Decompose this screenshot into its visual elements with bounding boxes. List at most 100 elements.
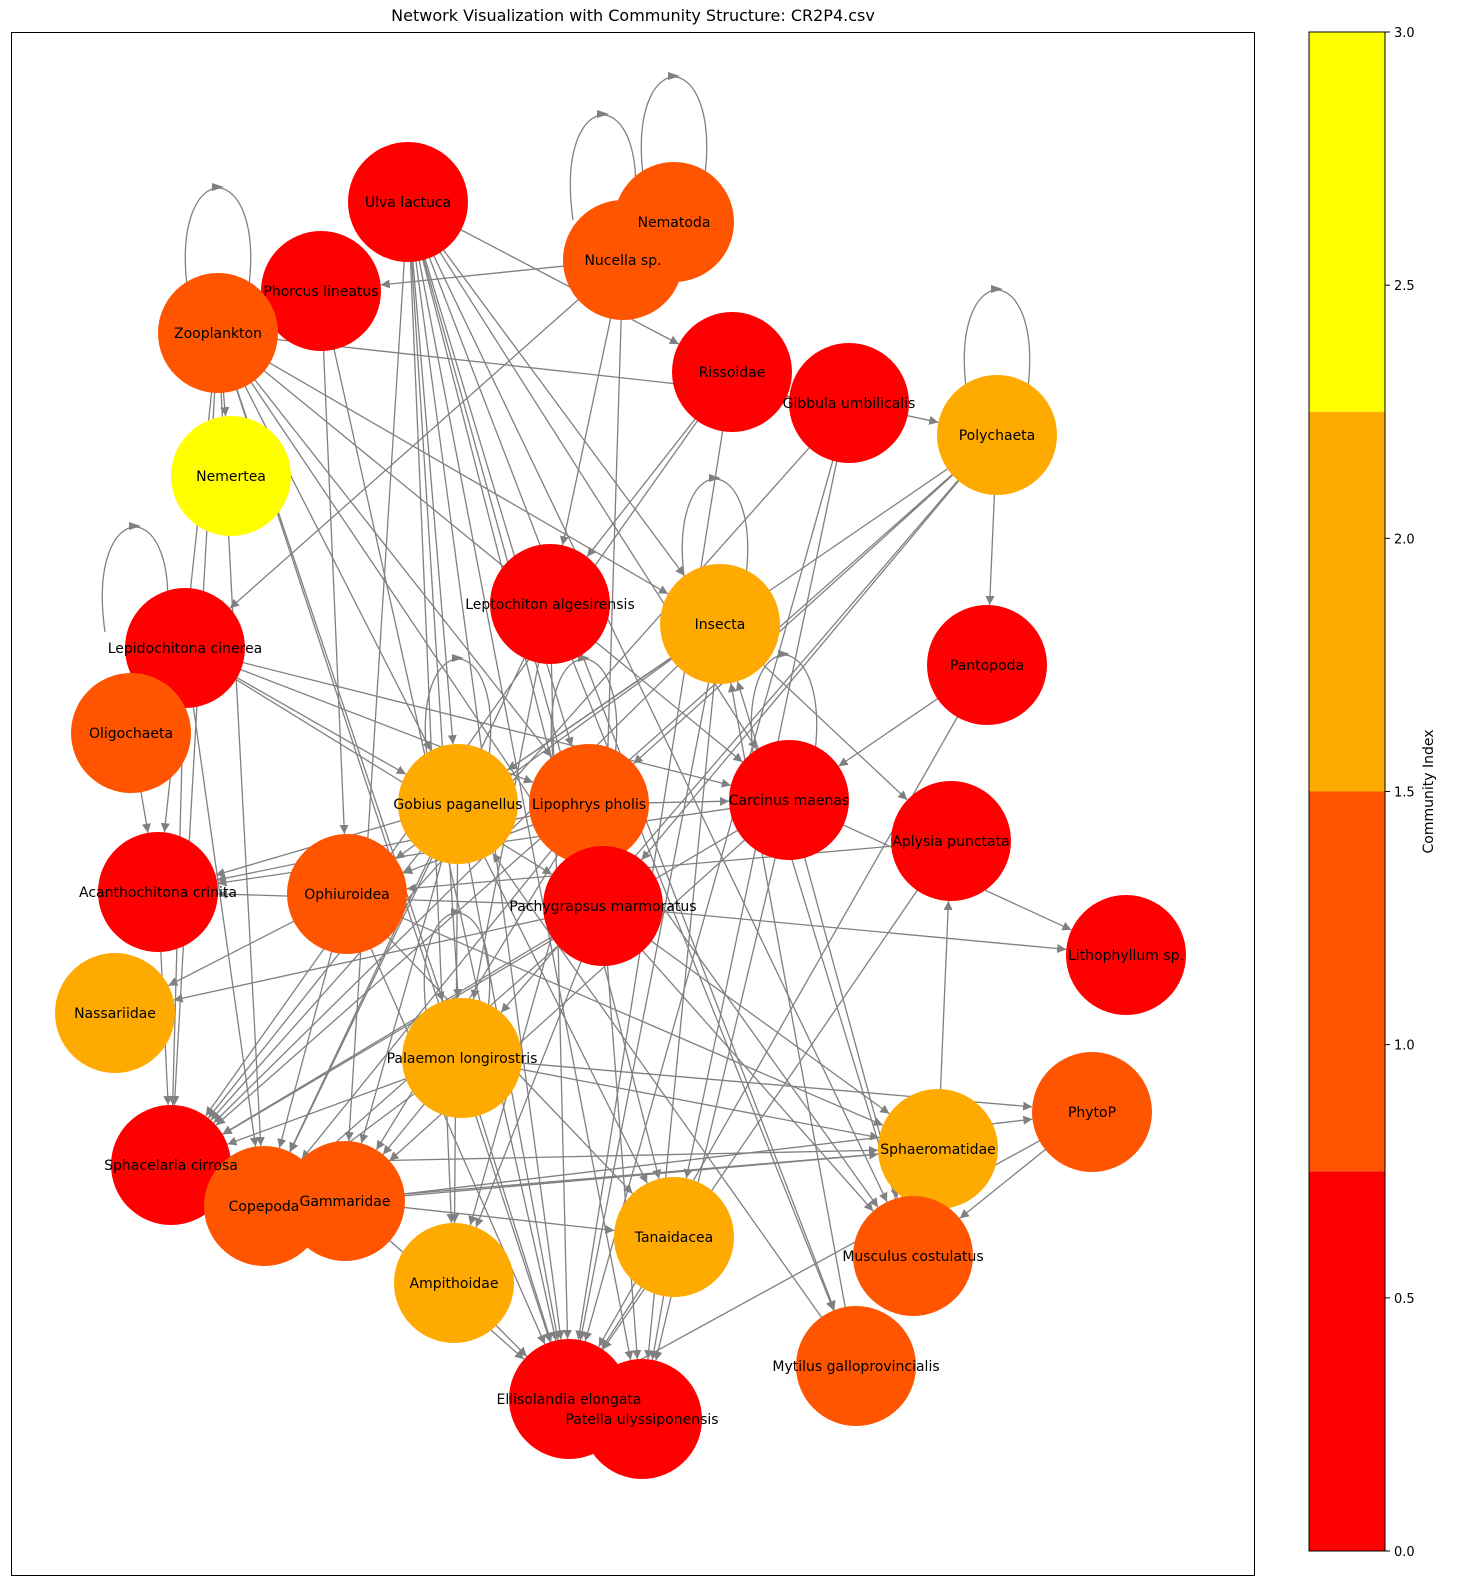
edge-gobius-paganellus-to-copepoda xyxy=(289,803,459,1153)
self-loop-arrow-lipophrys-pholis xyxy=(578,654,590,662)
colorbar-tick-label-0: 0.0 xyxy=(1394,1545,1415,1560)
self-loop-arrow-insecta xyxy=(709,474,721,482)
node-label-gammaridae: Gammaridae xyxy=(299,1194,390,1210)
node-mytilus-galloprovincialis[interactable] xyxy=(796,1306,916,1426)
colorbar-tick-label-6: 3.0 xyxy=(1394,26,1415,41)
node-lithophyllum-sp[interactable] xyxy=(1066,895,1186,1015)
self-loop-arrow-polychaeta xyxy=(991,285,1003,293)
node-label-tanaidacea: Tanaidacea xyxy=(634,1230,714,1246)
node-lipophrys-pholis[interactable] xyxy=(529,744,649,864)
self-loop-arrow-nucella-sp xyxy=(597,110,609,118)
node-label-gobius-paganellus: Gobius paganellus xyxy=(393,797,522,813)
node-pachygrapsus-marmoratus[interactable] xyxy=(543,846,663,966)
node-sphaeromatidae[interactable] xyxy=(878,1089,998,1209)
node-label-aplysia-punctata: Aplysia punctata xyxy=(892,834,1009,850)
node-label-rissoidae: Rissoidae xyxy=(699,365,766,381)
node-tanaidacea[interactable] xyxy=(614,1177,734,1297)
node-leptochiton-algesirensis[interactable] xyxy=(490,544,610,664)
node-label-musculus-costulatus: Musculus costulatus xyxy=(842,1249,983,1265)
node-gammaridae[interactable] xyxy=(285,1141,405,1261)
self-loop-arrow-nematoda xyxy=(668,72,680,80)
edge-zooplankton-to-gobius-paganellus xyxy=(217,332,432,751)
node-phorcus-lineatus[interactable] xyxy=(261,231,381,351)
colorbar-tick-label-3: 1.5 xyxy=(1394,786,1415,801)
edge-lipophrys-pholis-to-gammaridae xyxy=(375,803,590,1151)
node-label-mytilus-galloprovincialis: Mytilus galloprovincialis xyxy=(772,1359,939,1375)
node-gobius-paganellus[interactable] xyxy=(398,744,518,864)
self-loop-arrow-zooplankton xyxy=(212,183,224,191)
node-label-leptochiton-algesirensis: Leptochiton algesirensis xyxy=(465,597,635,613)
node-nucella-sp[interactable] xyxy=(563,200,683,320)
node-zooplankton[interactable] xyxy=(158,273,278,393)
node-pantopoda[interactable] xyxy=(927,605,1047,725)
node-patella-ulyssiponensis[interactable] xyxy=(582,1359,702,1479)
node-label-sphacelaria-cirrosa: Sphacelaria cirrosa xyxy=(104,1158,238,1174)
node-acanthochitona-crinita[interactable] xyxy=(98,832,218,952)
colorbar-tick-label-2: 1.0 xyxy=(1394,1039,1415,1054)
edge-lepidochitona-cinerea-to-carcinus-maenas xyxy=(184,647,731,788)
colorbar: 0.0 0.5 1.0 1.5 2.0 2.5 3.0 Community Index xyxy=(1308,26,1437,1560)
node-label-palaemon-longirostris: Palaemon longirostris xyxy=(387,1051,538,1067)
node-musculus-costulatus[interactable] xyxy=(853,1196,973,1316)
node-palaemon-longirostris[interactable] xyxy=(402,998,522,1118)
node-label-ulva-lactuca: Ulva lactuca xyxy=(365,195,451,211)
node-label-lipophrys-pholis: Lipophrys pholis xyxy=(532,797,646,813)
edge-insecta-to-ellisolandia-elongata xyxy=(577,623,721,1341)
node-label-lithophyllum-sp: Lithophyllum sp. xyxy=(1068,948,1184,964)
edge-leptochiton-algesirensis-to-mytilus-galloprovincialis xyxy=(549,603,835,1311)
edge-pachygrapsus-marmoratus-to-sphacelaria-cirrosa xyxy=(222,905,604,1135)
node-nemertea[interactable] xyxy=(171,416,291,536)
node-label-oligochaeta: Oligochaeta xyxy=(89,726,173,742)
edge-pachygrapsus-marmoratus-to-musculus-costulatus xyxy=(602,905,874,1212)
node-label-phorcus-lineatus: Phorcus lineatus xyxy=(263,284,378,300)
edge-aplysia-punctata-to-ophiuroidea xyxy=(406,840,952,893)
edge-insecta-to-sphacelaria-cirrosa xyxy=(213,623,721,1124)
edge-pachygrapsus-marmoratus-to-lithophyllum-sp xyxy=(602,905,1067,954)
node-label-nemertea: Nemertea xyxy=(196,469,266,485)
node-ulva-lactuca[interactable] xyxy=(348,142,468,262)
node-label-patella-ulyssiponensis: Patella ulyssiponensis xyxy=(565,1412,718,1428)
plot-frame xyxy=(11,32,1255,1576)
labels-layer: Ulva lactuca Nematoda Nucella sp. Phorcus l… xyxy=(74,195,1184,1428)
node-lepidochitona-cinerea[interactable] xyxy=(125,588,245,708)
node-carcinus-maenas[interactable] xyxy=(729,740,849,860)
node-gibbula-umbilicalis[interactable] xyxy=(789,343,909,463)
edge-pachygrapsus-marmoratus-to-patella-ulyssiponensis xyxy=(602,905,642,1360)
node-ampithoidae[interactable] xyxy=(394,1223,514,1343)
node-insecta[interactable] xyxy=(660,564,780,684)
edge-phorcus-lineatus-to-ophiuroidea xyxy=(320,290,349,835)
node-rissoidae[interactable] xyxy=(672,312,792,432)
edge-pachygrapsus-marmoratus-to-acanthochitona-crinita xyxy=(217,889,604,907)
node-label-sphaeromatidae: Sphaeromatidae xyxy=(880,1142,996,1158)
node-sphacelaria-cirrosa[interactable] xyxy=(111,1105,231,1225)
node-label-copepoda: Copepoda xyxy=(229,1199,300,1215)
node-aplysia-punctata[interactable] xyxy=(891,781,1011,901)
edge-carcinus-maenas-to-sphacelaria-cirrosa xyxy=(222,799,790,1136)
edge-rissoidae-to-sphacelaria-cirrosa xyxy=(205,371,733,1117)
colorbar-bands xyxy=(1309,32,1385,1551)
node-label-ampithoidae: Ampithoidae xyxy=(410,1276,499,1292)
node-label-ophiuroidea: Ophiuroidea xyxy=(304,887,390,903)
edge-pachygrapsus-marmoratus-to-nassariidae xyxy=(173,905,604,1003)
node-label-pachygrapsus-marmoratus: Pachygrapsus marmoratus xyxy=(509,899,696,915)
node-polychaeta[interactable] xyxy=(937,375,1057,495)
colorbar-band-2 xyxy=(1309,411,1385,792)
edge-ulva-lactuca-to-lipophrys-pholis xyxy=(407,201,574,747)
colorbar-band-0 xyxy=(1309,1171,1385,1551)
node-label-lepidochitona-cinerea: Lepidochitona cinerea xyxy=(108,641,263,657)
edge-leptochiton-algesirensis-to-ellisolandia-elongata xyxy=(549,603,572,1340)
edge-zooplankton-to-lipophrys-pholis xyxy=(217,332,553,758)
node-ophiuroidea[interactable] xyxy=(287,834,407,954)
node-label-polychaeta: Polychaeta xyxy=(959,428,1036,444)
node-label-nematoda: Nematoda xyxy=(638,215,711,231)
self-loop-arrow-carcinus-maenas xyxy=(778,650,790,658)
node-oligochaeta[interactable] xyxy=(71,673,191,793)
node-label-zooplankton: Zooplankton xyxy=(174,326,262,342)
edge-nucella-sp-to-lepidochitona-cinerea xyxy=(229,259,624,609)
colorbar-band-3 xyxy=(1309,32,1385,412)
node-phytop[interactable] xyxy=(1032,1052,1152,1172)
node-nassariidae[interactable] xyxy=(55,953,175,1073)
edge-sphaeromatidae-to-copepoda xyxy=(323,1148,939,1205)
edge-polychaeta-to-pachygrapsus-marmoratus xyxy=(640,434,998,861)
